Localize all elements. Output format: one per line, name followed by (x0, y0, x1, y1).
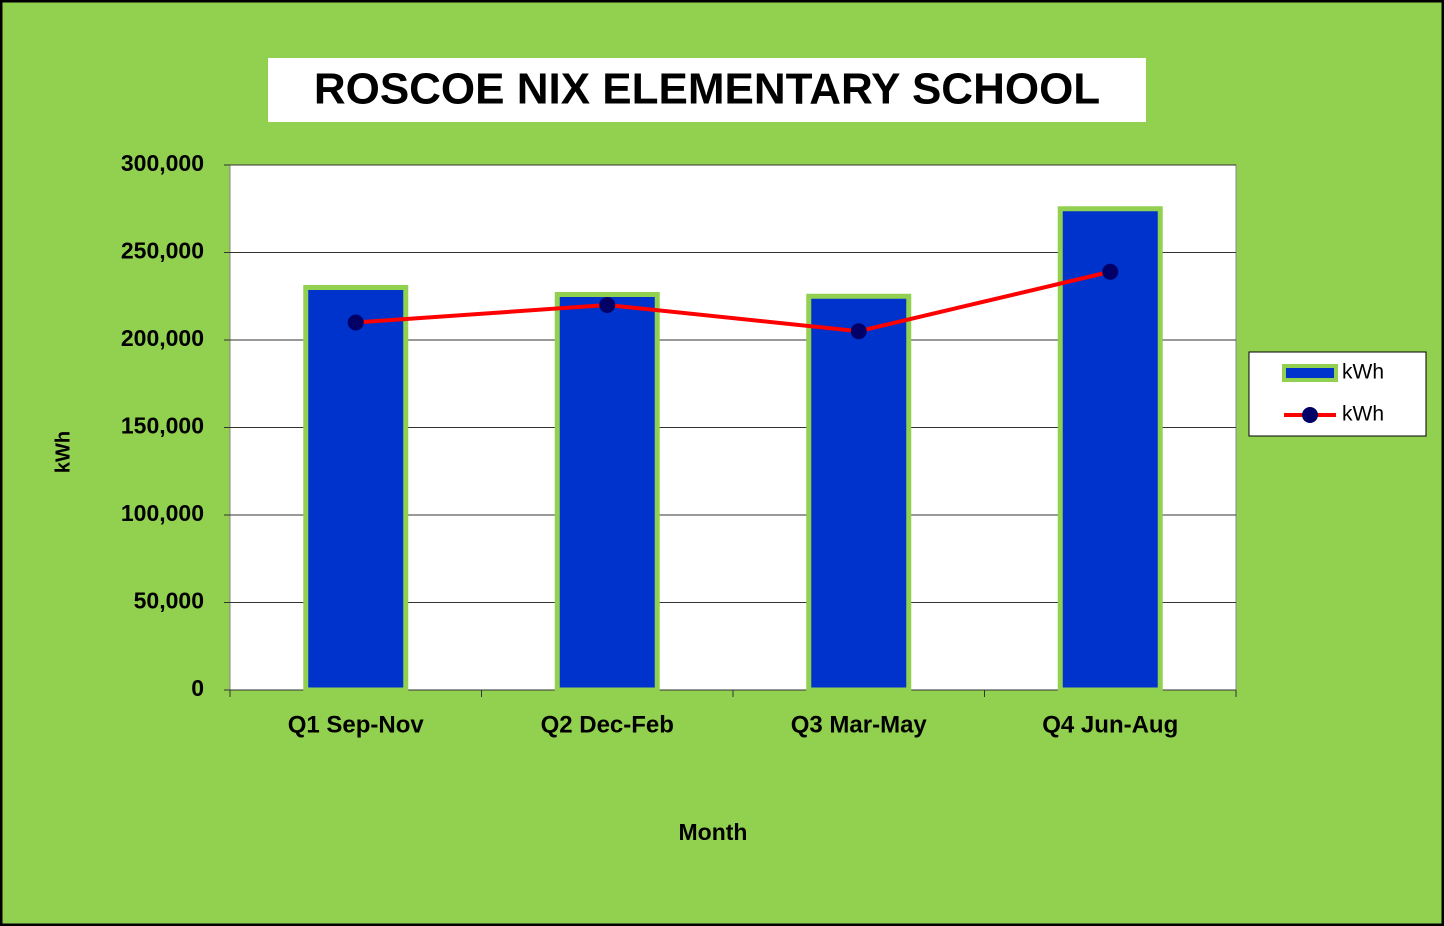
y-tick-label: 150,000 (121, 413, 204, 439)
chart-title: ROSCOE NIX ELEMENTARY SCHOOL (314, 65, 1100, 114)
x-axis-label: Month (679, 819, 748, 845)
y-tick-label: 250,000 (121, 238, 204, 264)
x-tick-label: Q3 Mar-May (791, 711, 928, 738)
legend-label: kWh (1342, 361, 1384, 384)
legend-swatch (1282, 364, 1338, 382)
y-tick-label: 0 (191, 675, 204, 701)
legend-marker (1302, 407, 1318, 423)
x-tick-label: Q2 Dec-Feb (541, 711, 674, 738)
line-marker (599, 297, 616, 313)
y-tick-label: 50,000 (134, 588, 204, 614)
y-axis-label: kWh (52, 431, 74, 473)
title-box (268, 58, 1146, 122)
legend-label: kWh (1342, 403, 1384, 426)
line-marker (850, 323, 867, 340)
y-tick-label: 300,000 (121, 150, 204, 176)
bar (303, 285, 409, 693)
y-tick-label: 200,000 (121, 325, 204, 351)
x-tick-label: Q4 Jun-Aug (1042, 711, 1178, 738)
line (355, 269, 1111, 334)
y-tick-label: 100,000 (121, 500, 204, 526)
line-marker (1102, 263, 1119, 280)
bar (1057, 206, 1163, 693)
bar (554, 292, 660, 693)
x-tick-label: Q1 Sep-Nov (288, 711, 425, 738)
line-marker (347, 314, 364, 331)
bar (806, 293, 912, 693)
